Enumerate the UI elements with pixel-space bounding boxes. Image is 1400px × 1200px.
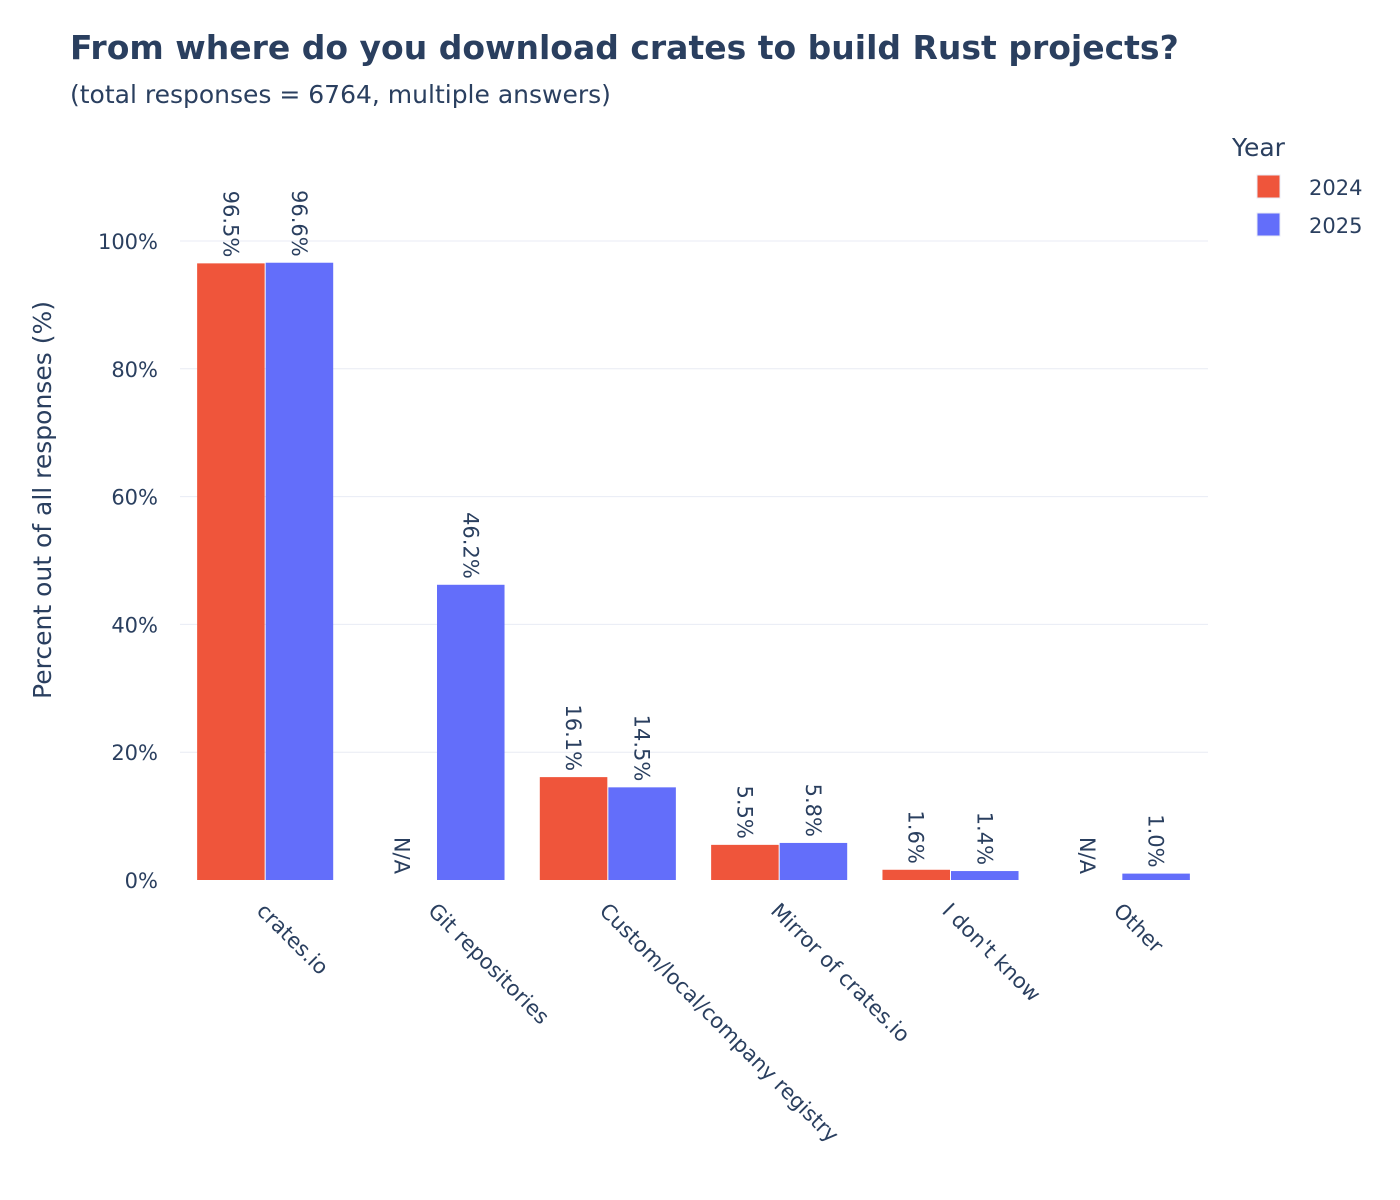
x-tick-label: crates.io xyxy=(252,899,333,980)
bar-2024 xyxy=(711,844,779,880)
legend[interactable]: Year 2024 2025 xyxy=(1231,133,1362,238)
data-label: N/A xyxy=(1075,837,1099,875)
y-tick-label: 60% xyxy=(111,486,158,510)
data-label: 96.5% xyxy=(218,191,242,258)
chart-subtitle: (total responses = 6764, multiple answer… xyxy=(70,80,611,109)
bar-2024 xyxy=(539,777,608,880)
data-label: 5.5% xyxy=(732,785,756,838)
bar-2025 xyxy=(779,842,848,880)
y-tick-label: 100% xyxy=(98,230,158,254)
data-label: 1.4% xyxy=(972,812,996,865)
bar-2025 xyxy=(1122,873,1190,880)
data-label: 16.1% xyxy=(561,704,585,771)
data-label: 46.2% xyxy=(458,512,482,579)
legend-label-2025: 2025 xyxy=(1309,214,1362,238)
x-tick-label: Mirror of crates.io xyxy=(766,899,914,1047)
bar-2024 xyxy=(882,869,950,880)
data-label: 96.6% xyxy=(287,190,311,257)
data-label: 5.8% xyxy=(801,784,825,837)
data-label: 1.6% xyxy=(904,810,928,863)
x-axis-ticks: crates.io Git repositories Custom/local/co… xyxy=(252,899,1168,1148)
data-labels: 96.5% 96.6% N/A 46.2% 16.1% 14.5% 5.5% 5.8% 1.6%… xyxy=(218,190,1167,875)
y-axis-title: Percent out of all responses (%) xyxy=(28,301,57,699)
legend-swatch-2025 xyxy=(1256,212,1281,237)
y-tick-label: 40% xyxy=(111,613,158,637)
data-label: 1.0% xyxy=(1144,814,1168,867)
x-tick-label: Other xyxy=(1109,899,1168,958)
chart-title: From where do you download crates to bui… xyxy=(70,28,1179,67)
x-tick-label: Git repositories xyxy=(423,899,553,1029)
legend-swatch-2024 xyxy=(1256,174,1281,199)
y-tick-label: 0% xyxy=(125,869,158,893)
y-axis-ticks: 0% 20% 40% 60% 80% 100% xyxy=(98,230,158,893)
x-tick-label: I don't know xyxy=(937,899,1045,1007)
bar-2025 xyxy=(437,584,505,880)
y-tick-label: 20% xyxy=(111,741,158,765)
bar-2025 xyxy=(608,787,676,880)
legend-title: Year xyxy=(1231,133,1286,162)
legend-label-2024: 2024 xyxy=(1309,176,1362,200)
bars xyxy=(197,262,1190,880)
bar-2024 xyxy=(197,263,265,880)
y-tick-label: 80% xyxy=(111,358,158,382)
data-label: 14.5% xyxy=(630,715,654,782)
data-label: N/A xyxy=(390,837,414,875)
gridlines xyxy=(180,240,1208,753)
bar-2025 xyxy=(951,871,1019,880)
bar-2025 xyxy=(265,262,334,880)
